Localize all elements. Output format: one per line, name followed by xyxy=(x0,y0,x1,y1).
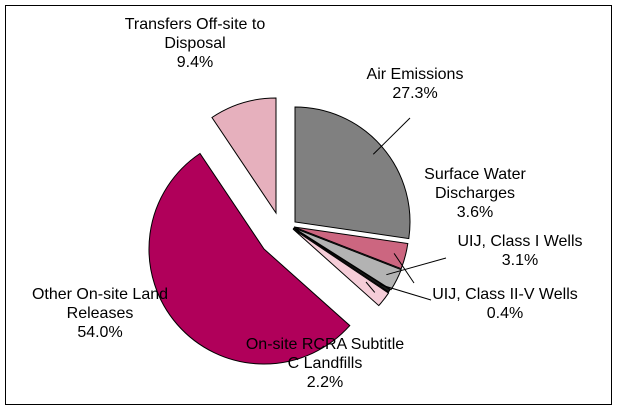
value-label: 54.0% xyxy=(77,324,123,341)
category-label: Surface Water Discharges xyxy=(424,166,526,202)
slice-label: UIJ, Class I Wells 3.1% xyxy=(430,232,610,270)
value-label: 9.4% xyxy=(176,54,214,71)
value-label: 3.1% xyxy=(501,252,539,269)
leader-line xyxy=(393,253,415,284)
leader-line xyxy=(386,257,447,276)
pie-slice xyxy=(293,227,402,291)
category-label: On-site RCRA Subtitle C Landfills xyxy=(245,336,405,372)
value-label: 2.2% xyxy=(306,374,344,391)
pie-slice xyxy=(292,227,391,293)
slice-label: Surface Water Discharges 3.6% xyxy=(405,165,545,222)
leader-line xyxy=(379,284,432,301)
leader-line xyxy=(372,117,411,155)
category-label: UIJ, Class I Wells xyxy=(457,233,583,250)
value-label: 0.4% xyxy=(486,305,524,322)
value-label: 3.6% xyxy=(456,204,494,221)
pie-slice xyxy=(148,152,351,365)
category-label: Transfers Off-site to Disposal xyxy=(124,16,266,52)
pie-slice xyxy=(211,97,277,215)
slice-label: Transfers Off-site to Disposal 9.4% xyxy=(115,15,275,72)
leader-line xyxy=(365,281,376,293)
value-label: 27.3% xyxy=(392,85,438,102)
category-label: Air Emissions xyxy=(366,66,464,83)
category-label: UIJ, Class II-V Wells xyxy=(432,286,578,303)
category-label: Other On-site Land Releases xyxy=(31,286,169,322)
pie-slice xyxy=(293,226,409,270)
slice-label: On-site RCRA Subtitle C Landfills 2.2% xyxy=(240,335,410,392)
pie-slice xyxy=(294,106,411,240)
slice-label: Air Emissions 27.3% xyxy=(340,65,490,103)
slice-label: Other On-site Land Releases 54.0% xyxy=(20,285,180,342)
slice-label: UIJ, Class II-V Wells 0.4% xyxy=(430,285,580,323)
pie-slice xyxy=(292,228,390,307)
